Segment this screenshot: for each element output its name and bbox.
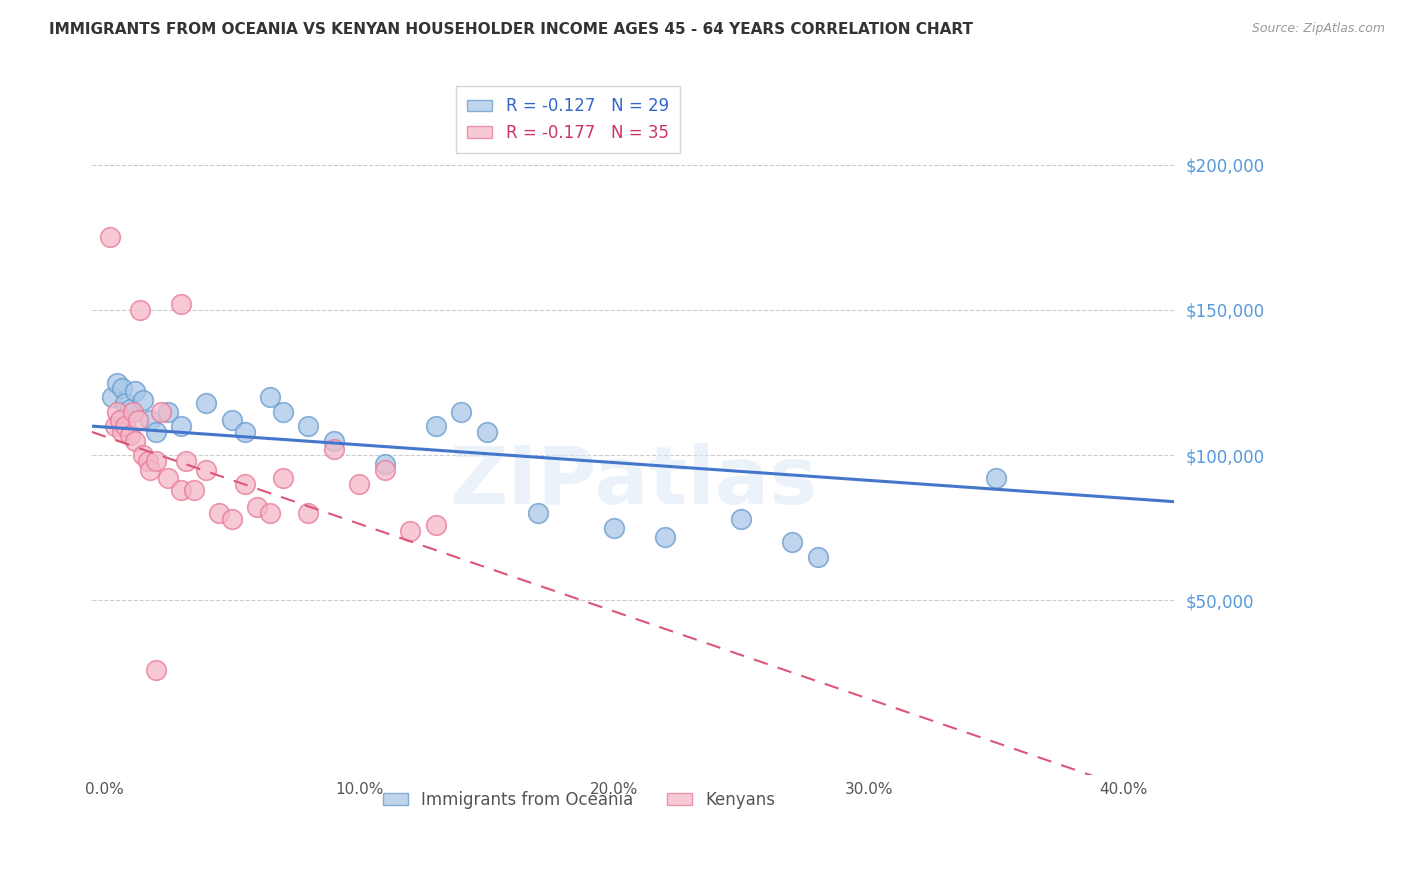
Point — [425, 517, 447, 532]
Point — [124, 384, 146, 399]
Point — [233, 425, 256, 439]
Point — [221, 512, 243, 526]
Point — [139, 463, 162, 477]
Point — [374, 463, 396, 477]
Point — [145, 454, 167, 468]
Point — [170, 297, 193, 311]
Point — [114, 419, 136, 434]
Point — [136, 454, 159, 468]
Point — [105, 376, 128, 390]
Point — [114, 396, 136, 410]
Point — [349, 477, 371, 491]
Point — [145, 425, 167, 439]
Point — [132, 392, 155, 407]
Text: ZIPatlas: ZIPatlas — [449, 443, 817, 521]
Point — [101, 390, 124, 404]
Point — [208, 506, 231, 520]
Point — [322, 442, 344, 457]
Point — [157, 471, 180, 485]
Point — [603, 521, 626, 535]
Point — [121, 404, 143, 418]
Point — [111, 425, 134, 439]
Point — [259, 390, 281, 404]
Point — [322, 434, 344, 448]
Point — [195, 463, 218, 477]
Point — [259, 506, 281, 520]
Point — [108, 413, 131, 427]
Point — [780, 535, 803, 549]
Point — [450, 404, 472, 418]
Point — [221, 413, 243, 427]
Point — [233, 477, 256, 491]
Legend: Immigrants from Oceania, Kenyans: Immigrants from Oceania, Kenyans — [377, 784, 782, 815]
Point — [111, 381, 134, 395]
Point — [139, 413, 162, 427]
Point — [984, 471, 1007, 485]
Point — [526, 506, 548, 520]
Point — [124, 434, 146, 448]
Point — [120, 401, 142, 416]
Point — [149, 404, 172, 418]
Point — [271, 404, 294, 418]
Point — [195, 396, 218, 410]
Text: IMMIGRANTS FROM OCEANIA VS KENYAN HOUSEHOLDER INCOME AGES 45 - 64 YEARS CORRELAT: IMMIGRANTS FROM OCEANIA VS KENYAN HOUSEH… — [49, 22, 973, 37]
Point — [807, 549, 830, 564]
Point — [374, 457, 396, 471]
Point — [170, 483, 193, 497]
Point — [425, 419, 447, 434]
Point — [730, 512, 752, 526]
Point — [297, 419, 319, 434]
Point — [157, 404, 180, 418]
Point — [399, 524, 422, 538]
Point — [170, 419, 193, 434]
Point — [271, 471, 294, 485]
Point — [132, 448, 155, 462]
Point — [98, 230, 121, 244]
Point — [297, 506, 319, 520]
Point — [129, 302, 152, 317]
Point — [174, 454, 197, 468]
Point — [183, 483, 205, 497]
Point — [145, 663, 167, 677]
Point — [120, 427, 142, 442]
Point — [475, 425, 498, 439]
Point — [105, 404, 128, 418]
Point — [246, 500, 269, 515]
Point — [104, 419, 127, 434]
Point — [654, 530, 676, 544]
Point — [127, 413, 149, 427]
Text: Source: ZipAtlas.com: Source: ZipAtlas.com — [1251, 22, 1385, 36]
